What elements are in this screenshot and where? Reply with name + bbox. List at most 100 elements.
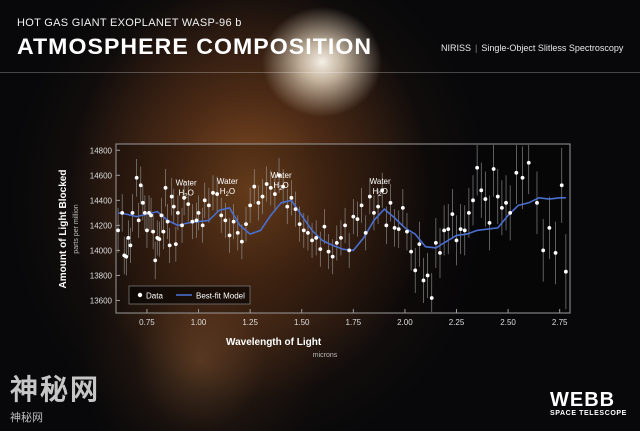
instrument-separator: | (475, 43, 478, 53)
data-point (417, 242, 422, 247)
data-point (297, 222, 302, 227)
data-point (206, 203, 211, 208)
data-point (239, 239, 244, 244)
instrument-name: NIRISS (441, 43, 472, 53)
data-point (376, 204, 380, 209)
data-point (508, 210, 513, 215)
data-point (176, 210, 180, 215)
data-point (359, 203, 364, 208)
data-point (301, 228, 306, 233)
x-tick-label: 2.25 (449, 318, 465, 327)
annotation-label: Water (370, 177, 391, 186)
data-point (159, 213, 164, 218)
data-point (211, 190, 215, 195)
y-tick-label: 14200 (90, 221, 113, 230)
data-point (190, 219, 195, 224)
data-point (363, 230, 368, 235)
data-point (151, 229, 156, 234)
data-point (161, 229, 166, 234)
data-point (256, 200, 261, 205)
data-point (268, 185, 273, 190)
data-point (553, 251, 558, 255)
data-point (563, 269, 568, 274)
data-point (140, 200, 145, 205)
y-tick-label: 14600 (90, 171, 113, 180)
watermark-logo: 神秘网 (10, 373, 101, 406)
data-point (487, 220, 492, 225)
data-point (413, 268, 418, 273)
data-point (126, 235, 131, 240)
data-point (153, 258, 158, 263)
data-point (450, 212, 455, 217)
y-axis-label: Amount of Light Blocked (58, 170, 69, 289)
y-tick-label: 13800 (90, 271, 113, 280)
data-point (405, 229, 409, 234)
data-point (388, 200, 393, 205)
data-point (289, 195, 294, 200)
data-point (124, 254, 129, 259)
data-point (194, 218, 199, 223)
x-axis-sublabel: microns (313, 352, 338, 359)
annotation-label: Water (271, 171, 292, 180)
data-point (396, 227, 401, 232)
x-tick-label: 2.50 (500, 318, 516, 327)
x-tick-label: 1.75 (346, 318, 362, 327)
y-tick-label: 14400 (90, 196, 113, 205)
webb-logo-subtitle: SPACE TELESCOPE (550, 410, 627, 417)
data-point (429, 296, 434, 300)
data-point (165, 219, 170, 224)
data-point (196, 210, 201, 215)
data-point (167, 243, 172, 248)
data-point (147, 210, 151, 215)
annotation-label: Water (217, 177, 238, 186)
data-point (116, 228, 120, 233)
data-point (180, 223, 184, 228)
data-point (306, 230, 310, 235)
data-point (458, 227, 463, 232)
header-title: ATMOSPHERE COMPOSITION (17, 34, 373, 59)
annotation-formula: H2O (178, 188, 193, 199)
data-point (483, 197, 488, 201)
annotation-label: Water (176, 178, 197, 187)
data-point (171, 204, 176, 209)
y-axis: 13600 13800 14000 14200 14400 14600 14800 (90, 146, 120, 305)
annotation-formula: H2O (372, 187, 387, 198)
data-point (384, 223, 389, 228)
data-point (372, 210, 376, 215)
y-tick-label: 14800 (90, 146, 113, 155)
data-point (163, 185, 168, 190)
data-point (293, 207, 298, 211)
data-point (514, 170, 519, 175)
data-point (326, 249, 331, 254)
x-axis-label: Wavelength of Light (226, 337, 322, 348)
header-subtitle: HOT GAS GIANT EXOPLANET WASP-96 b (17, 17, 242, 29)
data-point (186, 202, 191, 206)
data-point (547, 225, 552, 230)
x-tick-label: 1.25 (242, 318, 258, 327)
data-point (244, 222, 248, 227)
x-axis: 0.75 1.00 1.25 1.50 1.75 2.00 2.25 2.50 2.75 (139, 309, 568, 327)
data-point (223, 218, 228, 223)
data-point (526, 160, 531, 165)
data-point (231, 219, 236, 224)
data-point (182, 195, 187, 200)
data-point (343, 223, 347, 228)
y-axis-sublabel: parts per million (73, 204, 80, 254)
data-point (334, 240, 339, 245)
annotation-formula: H2O (273, 181, 288, 192)
data-point (120, 210, 125, 215)
data-point (409, 249, 413, 254)
data-point (446, 227, 451, 232)
webb-logo: WEBB (550, 389, 616, 411)
data-point (491, 167, 496, 171)
data-point (380, 188, 385, 193)
series-data (116, 160, 568, 300)
data-point (215, 192, 220, 196)
data-point (339, 235, 343, 240)
data-point (475, 165, 480, 170)
data-point (277, 173, 281, 178)
data-point (559, 183, 564, 188)
x-tick-label: 2.00 (397, 318, 413, 327)
